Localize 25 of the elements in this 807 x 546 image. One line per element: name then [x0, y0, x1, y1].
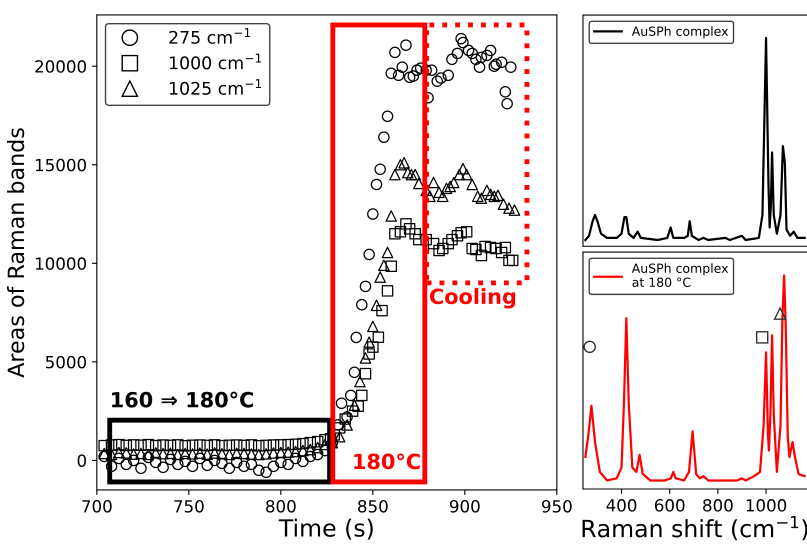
- legend-label: AuSPh complex: [632, 26, 728, 38]
- annotation: 160 ⇒ 180°C: [112, 392, 254, 408]
- x-tick-label: 600: [654, 499, 684, 512]
- y-tick-label: 20000: [35, 60, 86, 73]
- x-axis-title: Time (s): [278, 518, 373, 540]
- y-tick-label: 15000: [36, 158, 86, 172]
- legend-label: AuSPh complex at 180 °C: [632, 263, 728, 287]
- x-tick-label: 900: [450, 500, 480, 513]
- x-tick-label: 400: [606, 499, 636, 512]
- y-axis-title: Areas of Raman bands: [7, 128, 24, 378]
- x-tick-label: 750: [174, 500, 204, 513]
- annotation: Cooling: [430, 288, 516, 308]
- x-tick-label: 800: [266, 500, 296, 513]
- annotation: 180°C: [354, 453, 420, 470]
- y-tick-label: 10000: [36, 257, 86, 270]
- legend-label: 1000 cm$^{−1}$: [170, 54, 262, 70]
- x-tick-label: 950: [542, 500, 572, 513]
- y-tick-label: 5000: [46, 356, 86, 368]
- x-tick-label: 700: [82, 500, 112, 513]
- x-tick-label: 800: [703, 499, 733, 512]
- x-tick-label: 1000: [746, 499, 786, 512]
- x-tick-label: 850: [358, 500, 388, 513]
- y-tick-label: 0: [78, 454, 86, 467]
- legend-label: 1025 cm$^{−1}$: [170, 79, 262, 95]
- legend-label: 275 cm$^{−1}$: [169, 28, 250, 44]
